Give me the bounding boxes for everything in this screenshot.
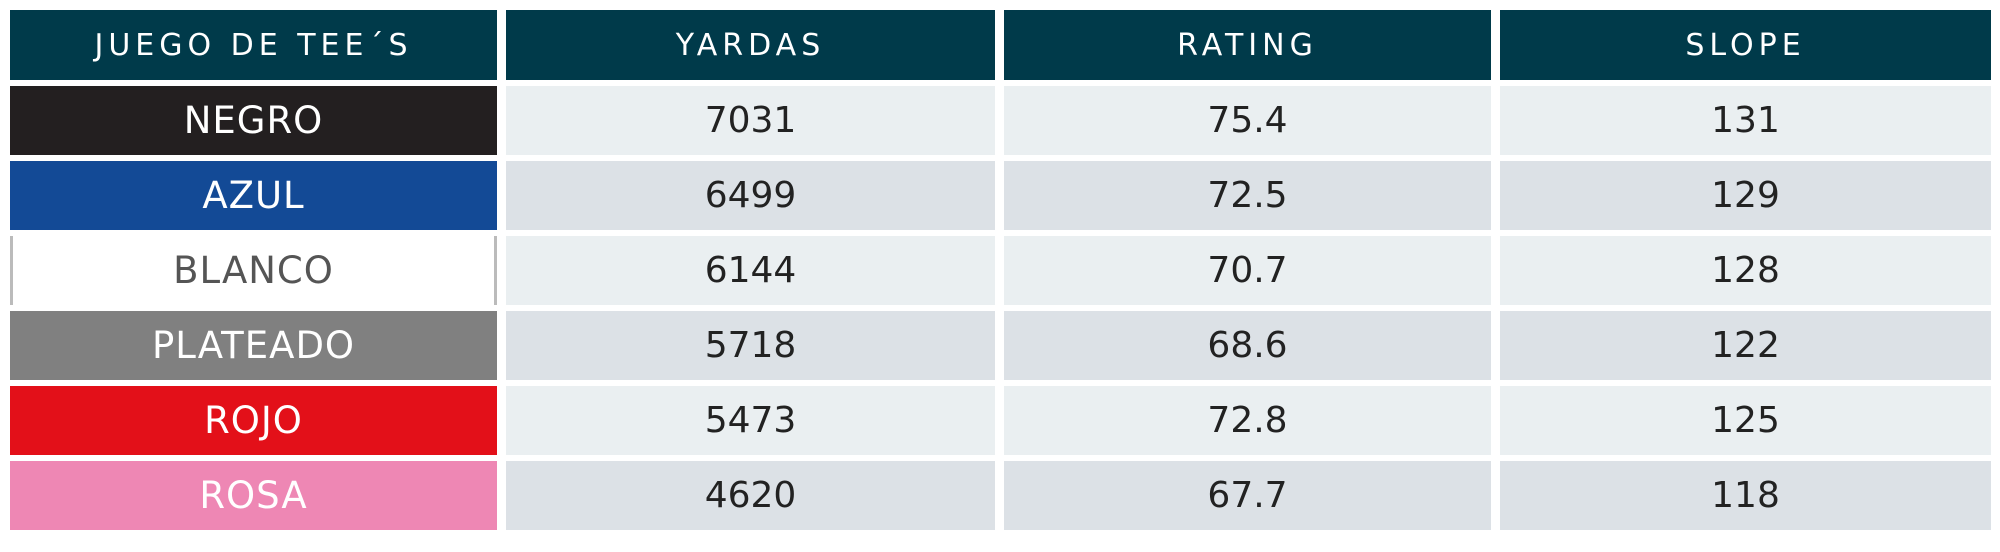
value-cell: 128 [1500,236,1991,305]
tee-name: ROJO [10,386,497,455]
header-cell: RATING [1004,10,1491,80]
value-cell: 6144 [506,236,995,305]
value-cell: 68.6 [1004,311,1491,380]
tee-name: PLATEADO [10,311,497,380]
value-cell: 125 [1500,386,1991,455]
value-cell: 70.7 [1004,236,1491,305]
header-cell: SLOPE [1500,10,1991,80]
tee-table: JUEGO DE TEE´S YARDAS RATING SLOPE NEGRO 7031… [10,10,1991,530]
tee-name: BLANCO [10,236,497,305]
value-cell: 131 [1500,86,1991,155]
value-cell: 4620 [506,461,995,530]
header-cell: JUEGO DE TEE´S [10,10,497,80]
value-cell: 129 [1500,161,1991,230]
value-cell: 5718 [506,311,995,380]
value-cell: 6499 [506,161,995,230]
tee-name: AZUL [10,161,497,230]
value-cell: 5473 [506,386,995,455]
value-cell: 75.4 [1004,86,1491,155]
value-cell: 72.8 [1004,386,1491,455]
header-cell: YARDAS [506,10,995,80]
value-cell: 72.5 [1004,161,1491,230]
tee-name: NEGRO [10,86,497,155]
value-cell: 7031 [506,86,995,155]
value-cell: 122 [1500,311,1991,380]
value-cell: 118 [1500,461,1991,530]
value-cell: 67.7 [1004,461,1491,530]
tee-name: ROSA [10,461,497,530]
